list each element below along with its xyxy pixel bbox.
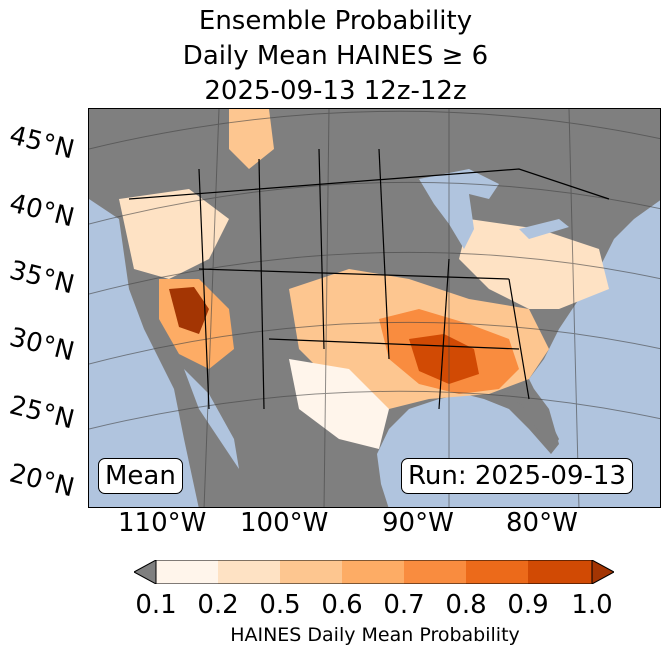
map-panel: [88, 108, 661, 508]
run-label: Run: 2025-09-13: [401, 458, 633, 494]
lat-label-30: 30°N: [6, 322, 78, 368]
tick-0-5: 0.5: [259, 590, 301, 620]
lat-label-35: 35°N: [6, 255, 78, 301]
tick-0-1: 0.1: [135, 590, 177, 620]
colorbar-bin-1: [156, 560, 218, 584]
shade-west: [119, 189, 229, 279]
colorbar-bin-5: [404, 560, 466, 584]
tick-0-7: 0.7: [383, 590, 425, 620]
shade-north: [229, 109, 274, 169]
colorbar-bin-3: [280, 560, 342, 584]
title-line-2: Daily Mean HAINES ≥ 6: [182, 41, 489, 71]
lon-label-100: 100°W: [240, 508, 329, 538]
lon-label-80: 80°W: [506, 508, 578, 538]
tick-1-0: 1.0: [571, 590, 613, 620]
colorbar-over-arrow: [591, 560, 614, 584]
tick-0-8: 0.8: [445, 590, 487, 620]
stat-label: Mean: [98, 458, 183, 494]
florida: [499, 389, 559, 454]
lon-label-110: 110°W: [118, 508, 207, 538]
tick-0-6: 0.6: [321, 590, 363, 620]
tick-0-2: 0.2: [197, 590, 239, 620]
lat-label-40: 40°N: [6, 188, 78, 234]
colorbar-label: HAINES Daily Mean Probability: [230, 624, 520, 646]
colorbar-under-arrow: [134, 560, 157, 584]
title-line-3: 2025-09-13 12z-12z: [204, 76, 467, 106]
colorbar-bin-6: [466, 560, 528, 584]
colorbar-frame: [155, 560, 593, 584]
title-line-1: Ensemble Probability: [198, 6, 473, 36]
colorbar-bin-4: [342, 560, 404, 584]
map-svg: [89, 109, 660, 507]
lat-label-25: 25°N: [6, 390, 78, 436]
gulf-california: [184, 369, 239, 469]
shade-east: [459, 219, 609, 309]
graticule: [89, 109, 660, 507]
shade-texas: [289, 359, 389, 449]
colorbar-bin-2: [218, 560, 280, 584]
shade-mojave: [169, 287, 209, 334]
tick-0-9: 0.9: [507, 590, 549, 620]
colorbar: [134, 560, 614, 584]
state-borders: [128, 148, 610, 410]
lat-label-45: 45°N: [6, 120, 78, 166]
lon-label-90: 90°W: [382, 508, 454, 538]
colorbar-bin-7: [528, 560, 592, 584]
pacific-cut: [89, 199, 199, 507]
lake-erie: [519, 219, 569, 239]
lat-label-20: 20°N: [6, 458, 78, 504]
great-lakes: [419, 169, 499, 249]
